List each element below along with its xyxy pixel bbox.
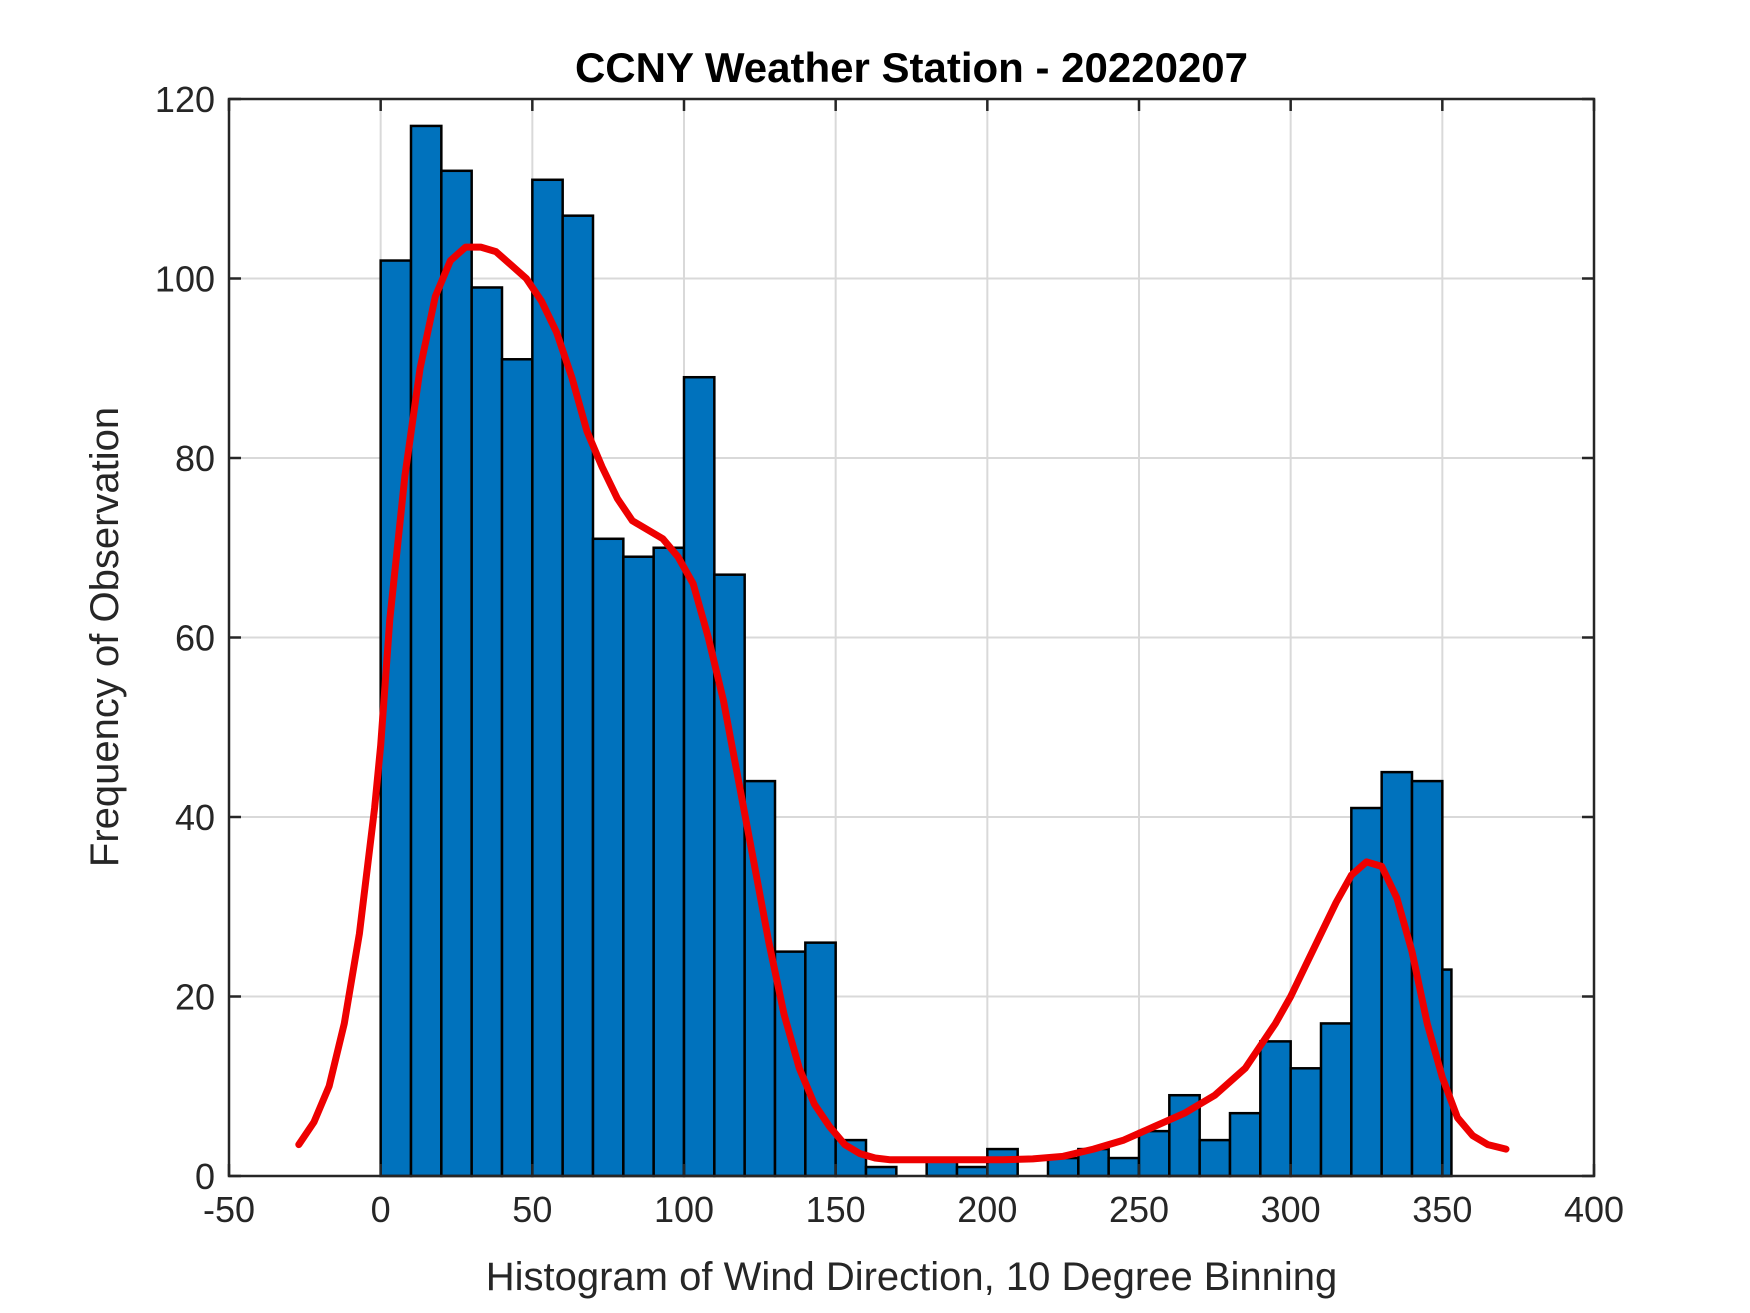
histogram-bar: [1259, 1040, 1292, 1178]
histogram-bar: [1137, 1129, 1171, 1178]
histogram-bar: [682, 375, 716, 1178]
histogram-bar: [622, 555, 655, 1178]
histogram-bar: [652, 546, 686, 1178]
y-tick-label: 80: [175, 438, 215, 479]
histogram-bar: [591, 537, 625, 1178]
histogram-bar: [470, 286, 504, 1178]
x-tick-label: -50: [203, 1189, 255, 1230]
histogram-bar: [1046, 1156, 1080, 1178]
histogram-bar: [1319, 1022, 1353, 1178]
x-tick-label: 300: [1261, 1189, 1321, 1230]
axis-ticks: -50 0 50 100 150 200 250 300 350 4000204060801001…: [155, 79, 1624, 1230]
histogram-bar: [409, 124, 443, 1178]
histogram-bar: [1198, 1138, 1232, 1178]
x-axis-label: Histogram of Wind Direction, 10 Degree B…: [486, 1255, 1338, 1299]
fit-curve-line: [295, 243, 1510, 1164]
histogram-bar: [713, 573, 746, 1178]
histogram-bar: [804, 941, 837, 1178]
histogram-bar: [1107, 1156, 1141, 1178]
histogram-bar: [1289, 1067, 1323, 1178]
histogram-bar: [500, 358, 534, 1178]
y-tick-label: 60: [175, 618, 215, 659]
y-tick-label: 120: [155, 79, 215, 120]
histogram-bar: [955, 1165, 989, 1178]
chart-title: CCNY Weather Station - 20220207: [575, 44, 1248, 91]
histogram-bar: [1380, 770, 1414, 1178]
histogram-bar: [1228, 1111, 1262, 1178]
y-tick-label: 100: [155, 259, 215, 300]
histogram-bar: [440, 169, 473, 1178]
y-tick-label: 0: [195, 1156, 215, 1197]
y-tick-label: 20: [175, 977, 215, 1018]
x-tick-label: 0: [371, 1189, 391, 1230]
x-tick-label: 100: [654, 1189, 714, 1230]
x-tick-label: 250: [1109, 1189, 1169, 1230]
fit-curve-group: [295, 243, 1510, 1164]
x-tick-label: 50: [512, 1189, 552, 1230]
histogram-bar: [864, 1165, 898, 1178]
x-tick-label: 350: [1412, 1189, 1472, 1230]
x-tick-label: 400: [1564, 1189, 1624, 1230]
x-tick-label: 200: [957, 1189, 1017, 1230]
x-tick-label: 150: [806, 1189, 866, 1230]
y-tick-label: 40: [175, 797, 215, 838]
y-axis-label: Frequency of Observation: [83, 407, 127, 867]
